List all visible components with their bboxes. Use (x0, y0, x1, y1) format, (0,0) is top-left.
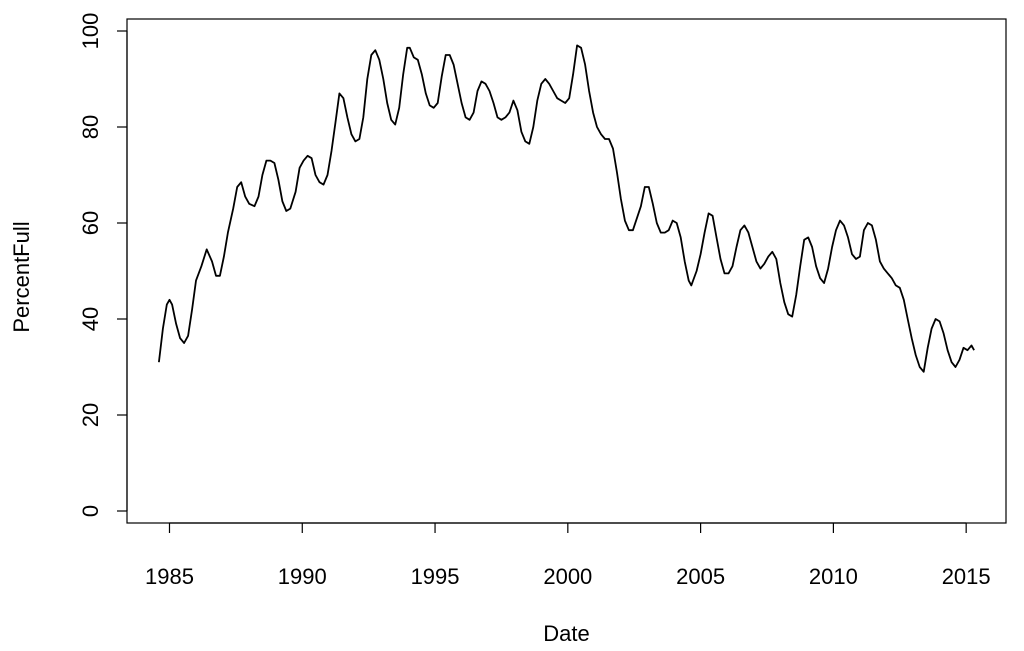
x-tick-label: 2005 (676, 564, 725, 589)
x-tick-label: 2015 (942, 564, 991, 589)
x-axis-title: Date (543, 621, 589, 646)
y-tick-label: 40 (78, 307, 103, 331)
y-tick-label: 60 (78, 211, 103, 235)
x-tick-label: 1985 (145, 564, 194, 589)
y-tick-label: 100 (78, 13, 103, 50)
y-tick-label: 20 (78, 403, 103, 427)
x-tick-label: 2000 (543, 564, 592, 589)
y-axis-title: PercentFull (9, 221, 34, 332)
y-tick-label: 0 (78, 505, 103, 517)
plot-area: 1985 1990 1995 2000 2005 2010 2015 0 20 40 60 80 100… (9, 13, 1007, 646)
y-tick-label: 80 (78, 115, 103, 139)
x-tick-label: 2010 (809, 564, 858, 589)
series-line (158, 44, 975, 373)
x-tick-label: 1990 (278, 564, 327, 589)
plot-frame (126, 18, 1007, 524)
x-tick-label: 1995 (411, 564, 460, 589)
